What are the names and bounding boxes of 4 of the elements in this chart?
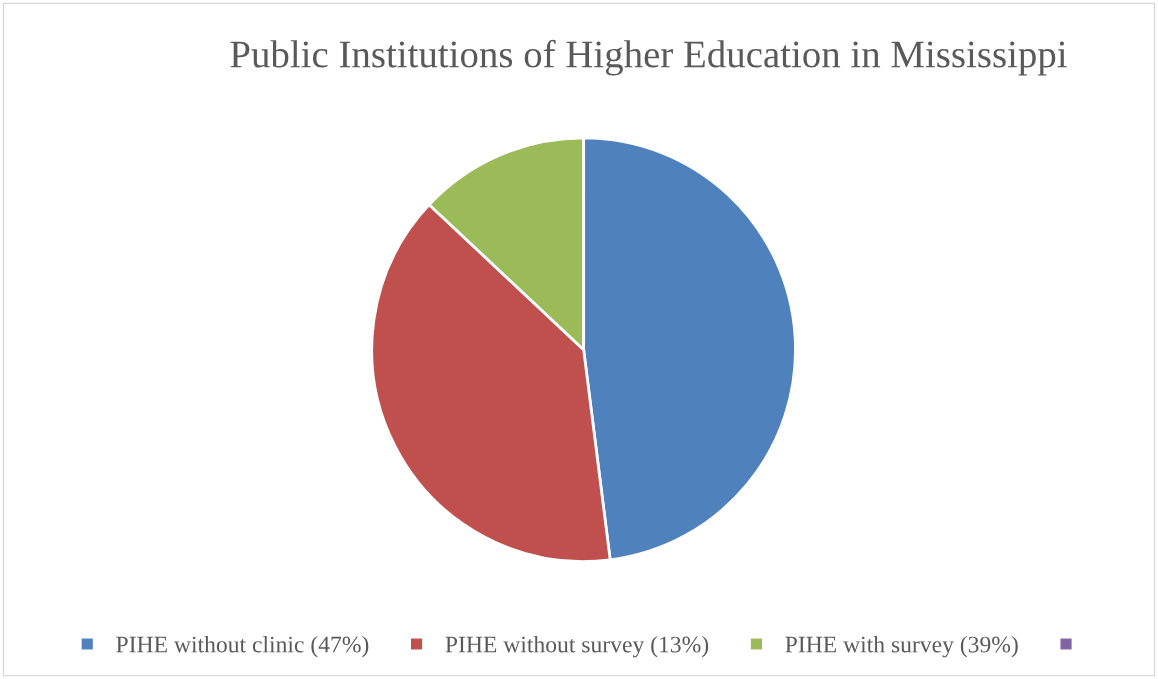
- legend-label: PIHE without survey (13%): [445, 635, 709, 658]
- legend-label: PIHE with survey (39%): [785, 635, 1018, 658]
- legend-label: PIHE without clinic (47%): [116, 635, 369, 658]
- chart-title: Public Institutions of Higher Education in Mississippi: [230, 39, 1067, 76]
